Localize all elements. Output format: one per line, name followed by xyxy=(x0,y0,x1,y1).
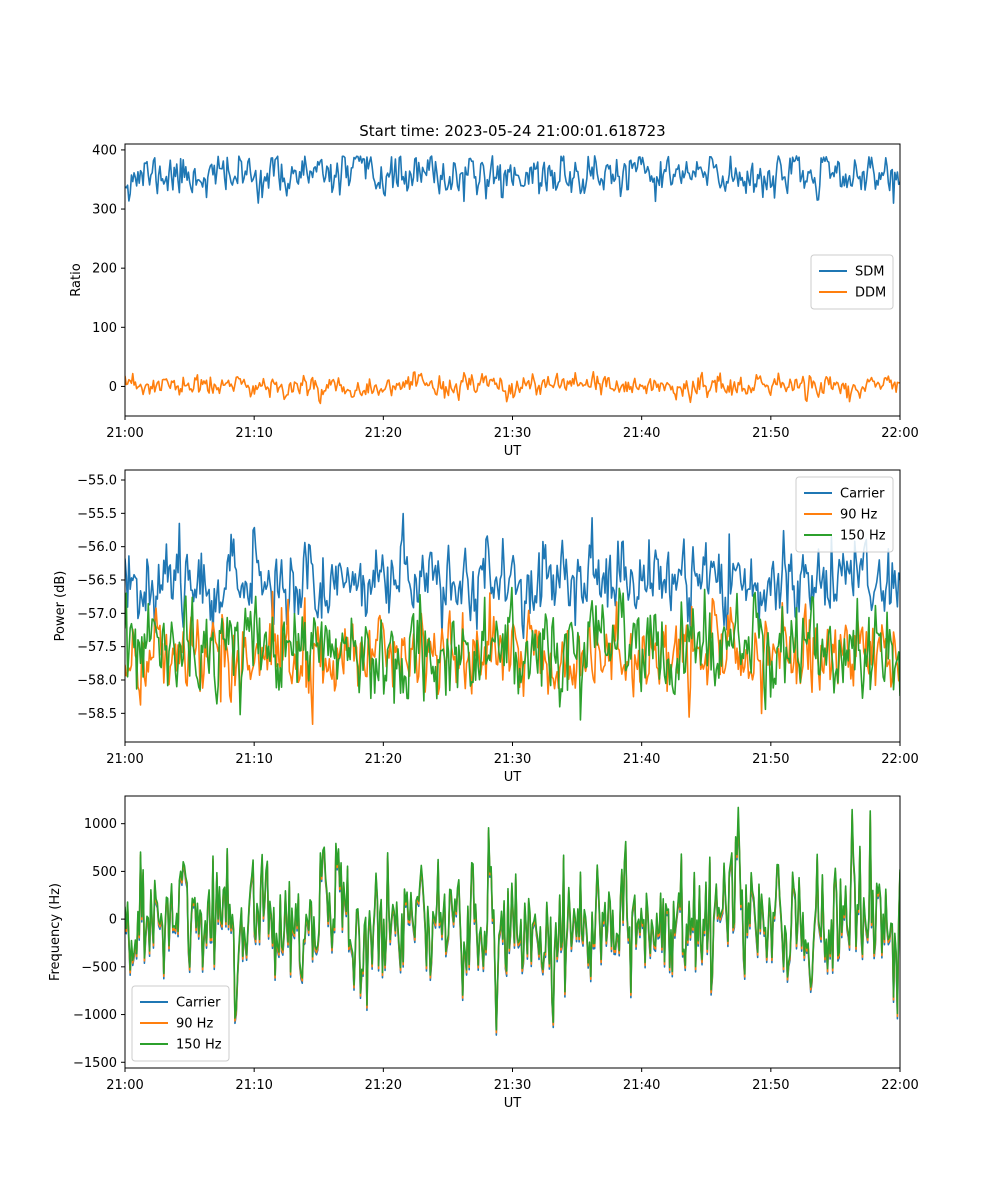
y-tick-label: 0 xyxy=(109,913,117,928)
x-axis-label: UT xyxy=(504,770,522,785)
x-tick-label: 21:00 xyxy=(106,752,143,767)
chart-panel-1: 21:00 21:10 21:20 21:30 21:40 21:50 22:00 0 100 2… xyxy=(69,122,919,459)
x-tick-label: 21:30 xyxy=(494,752,531,767)
legend-label: Carrier xyxy=(176,996,221,1011)
y-tick-label: 1000 xyxy=(84,817,117,832)
x-tick-label: 21:40 xyxy=(623,426,660,441)
x-tick-label: 21:00 xyxy=(106,426,143,441)
legend-label: 90 Hz xyxy=(176,1017,213,1032)
x-tick-label: 21:20 xyxy=(365,426,402,441)
y-tick-label: −58.5 xyxy=(77,707,117,722)
chart-panel-3: 21:00 21:10 21:20 21:30 21:40 21:50 22:00 −1500… xyxy=(48,795,919,1111)
y-axis-label: Power (dB) xyxy=(53,571,68,642)
series-line-ddm xyxy=(125,370,900,405)
legend-label: 150 Hz xyxy=(176,1038,222,1053)
y-tick-label: 200 xyxy=(92,262,117,277)
y-tick-label: −56.0 xyxy=(77,540,117,555)
legend: SDM DDM xyxy=(810,254,894,310)
x-tick-label: 21:50 xyxy=(752,1078,789,1093)
legend: Carrier 90 Hz 150 Hz xyxy=(131,985,230,1062)
x-tick-label: 21:50 xyxy=(752,426,789,441)
legend-label: Carrier xyxy=(840,487,885,502)
x-tick-label: 21:10 xyxy=(235,426,272,441)
y-tick-label: −58.0 xyxy=(77,674,117,689)
legend-box xyxy=(810,254,894,310)
y-tick-label: −1000 xyxy=(73,1008,117,1023)
x-tick-label: 22:00 xyxy=(881,426,918,441)
x-tick-label: 21:20 xyxy=(365,752,402,767)
x-tick-label: 21:40 xyxy=(623,1078,660,1093)
series-line-150-hz xyxy=(125,586,900,721)
x-tick-label: 21:40 xyxy=(623,752,660,767)
legend-label: SDM xyxy=(855,265,884,280)
x-tick-label: 21:10 xyxy=(235,1078,272,1093)
y-tick-label: 400 xyxy=(92,143,117,158)
x-tick-label: 22:00 xyxy=(881,1078,918,1093)
series-line-carrier xyxy=(125,512,900,640)
y-tick-label: 500 xyxy=(92,865,117,880)
x-tick-label: 21:10 xyxy=(235,752,272,767)
y-tick-label: −57.5 xyxy=(77,640,117,655)
legend-box xyxy=(795,476,894,553)
series-line-sdm xyxy=(125,155,900,204)
x-tick-label: 21:30 xyxy=(494,426,531,441)
legend-label: 90 Hz xyxy=(840,508,877,523)
x-axis-label: UT xyxy=(504,444,522,459)
y-tick-label: −55.0 xyxy=(77,474,117,489)
x-tick-label: 21:20 xyxy=(365,1078,402,1093)
y-tick-label: −55.5 xyxy=(77,507,117,522)
x-tick-label: 21:00 xyxy=(106,1078,143,1093)
x-tick-label: 21:30 xyxy=(494,1078,531,1093)
y-tick-label: 0 xyxy=(109,380,117,395)
y-axis-label: Ratio xyxy=(69,263,84,296)
chart-panel-2: 21:00 21:10 21:20 21:30 21:40 21:50 22:00 −58.5… xyxy=(53,469,919,785)
x-tick-label: 22:00 xyxy=(881,752,918,767)
legend-label: 150 Hz xyxy=(840,529,886,544)
legend-label: DDM xyxy=(855,286,886,301)
y-tick-label: 100 xyxy=(92,321,117,336)
legend: Carrier 90 Hz 150 Hz xyxy=(795,476,894,553)
series-line-150-hz xyxy=(125,806,900,1031)
legend-box xyxy=(131,985,230,1062)
y-tick-label: −57.0 xyxy=(77,607,117,622)
y-axis-label: Frequency (Hz) xyxy=(48,883,63,981)
x-tick-label: 21:50 xyxy=(752,752,789,767)
y-tick-label: −56.5 xyxy=(77,574,117,589)
y-tick-label: −1500 xyxy=(73,1056,117,1071)
chart-title: Start time: 2023-05-24 21:00:01.618723 xyxy=(359,122,665,140)
x-axis-label: UT xyxy=(504,1096,522,1111)
y-tick-label: 300 xyxy=(92,203,117,218)
y-tick-label: −500 xyxy=(81,960,117,975)
